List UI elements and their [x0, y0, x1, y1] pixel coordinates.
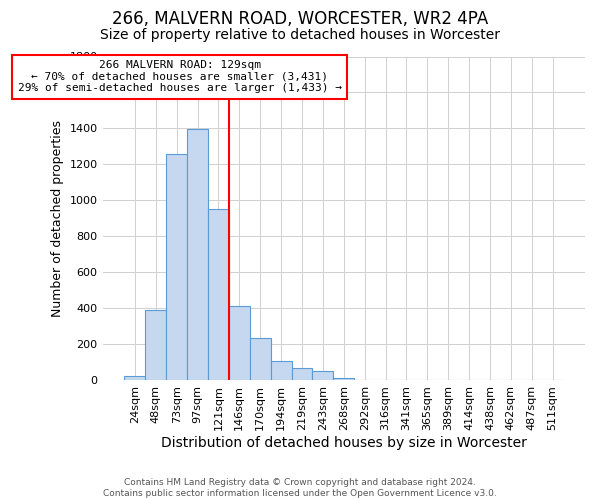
Bar: [250, 338, 271, 380]
Bar: [187, 130, 208, 380]
Text: Size of property relative to detached houses in Worcester: Size of property relative to detached ho…: [100, 28, 500, 42]
X-axis label: Distribution of detached houses by size in Worcester: Distribution of detached houses by size …: [161, 436, 527, 450]
Bar: [229, 306, 250, 380]
Text: 266, MALVERN ROAD, WORCESTER, WR2 4PA: 266, MALVERN ROAD, WORCESTER, WR2 4PA: [112, 10, 488, 28]
Bar: [334, 378, 354, 380]
Bar: [166, 154, 187, 380]
Bar: [208, 208, 229, 380]
Bar: [271, 360, 292, 380]
Text: 266 MALVERN ROAD: 129sqm
← 70% of detached houses are smaller (3,431)
29% of sem: 266 MALVERN ROAD: 129sqm ← 70% of detach…: [18, 60, 342, 94]
Bar: [145, 310, 166, 380]
Y-axis label: Number of detached properties: Number of detached properties: [51, 120, 64, 317]
Bar: [313, 372, 334, 380]
Text: Contains HM Land Registry data © Crown copyright and database right 2024.
Contai: Contains HM Land Registry data © Crown c…: [103, 478, 497, 498]
Bar: [292, 368, 313, 380]
Bar: [124, 376, 145, 380]
